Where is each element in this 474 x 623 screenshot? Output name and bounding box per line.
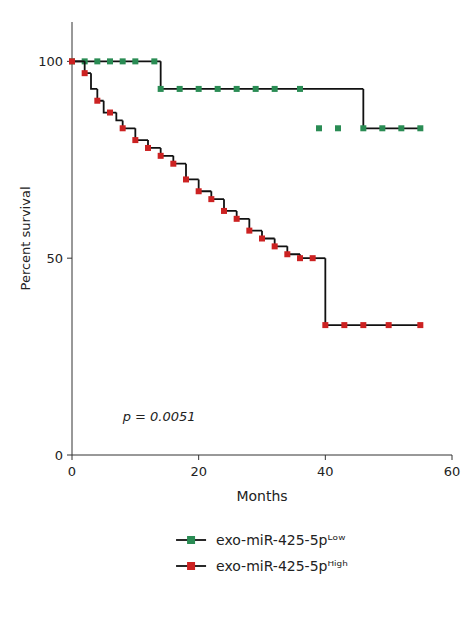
marker (379, 125, 385, 131)
x-tick (72, 455, 73, 460)
marker (386, 322, 392, 328)
marker (177, 86, 183, 92)
step-segment (116, 113, 122, 121)
step-segment (325, 258, 344, 325)
background (0, 0, 474, 623)
chart: 0 20 40 60 0 50 100 Months Percent survival p = 0… (0, 0, 474, 623)
x-tick-label: 20 (190, 464, 207, 479)
y-tick-label: 100 (38, 54, 63, 69)
marker (196, 188, 202, 194)
marker (215, 86, 221, 92)
marker (151, 58, 157, 64)
marker (82, 70, 88, 76)
marker (310, 255, 316, 261)
marker (253, 86, 259, 92)
step-segment (300, 88, 363, 90)
x-axis (72, 455, 452, 456)
marker (297, 255, 303, 261)
marker (170, 161, 176, 167)
marker (341, 322, 347, 328)
y-tick (67, 455, 72, 456)
y-axis (72, 22, 73, 455)
marker (335, 125, 341, 131)
marker (196, 86, 202, 92)
marker (158, 153, 164, 159)
legend: exo-miR-425-5pᴸᵒʷ exo-miR-425-5pᴴⁱᵍʰ (176, 532, 348, 574)
y-axis-label: Percent survival (18, 187, 33, 291)
marker (360, 322, 366, 328)
step-segment (91, 73, 97, 89)
marker (246, 228, 252, 234)
marker (417, 322, 423, 328)
marker (360, 125, 366, 131)
legend-marker (187, 536, 195, 544)
x-tick-label: 0 (68, 464, 76, 479)
step-segment (161, 61, 300, 89)
marker (158, 86, 164, 92)
marker (272, 86, 278, 92)
y-tick-label: 0 (55, 448, 63, 463)
plot-area (69, 58, 423, 328)
marker (297, 86, 303, 92)
x-axis-label: Months (236, 488, 287, 504)
marker (94, 98, 100, 104)
step-segment (363, 89, 420, 128)
marker (94, 58, 100, 64)
x-tick (452, 455, 453, 460)
marker (183, 176, 189, 182)
marker (272, 243, 278, 249)
marker (221, 208, 227, 214)
marker (234, 86, 240, 92)
marker (107, 58, 113, 64)
legend-label: exo-miR-425-5pᴸᵒʷ (216, 532, 345, 548)
marker (107, 110, 113, 116)
marker (284, 251, 290, 257)
marker (69, 58, 75, 64)
marker (132, 58, 138, 64)
marker (316, 125, 322, 131)
marker (234, 216, 240, 222)
x-tick-label: 60 (444, 464, 461, 479)
legend-label: exo-miR-425-5pᴴⁱᵍʰ (216, 558, 348, 574)
marker (259, 236, 265, 242)
legend-marker (187, 562, 195, 570)
marker (417, 125, 423, 131)
marker (322, 322, 328, 328)
x-tick (198, 455, 199, 460)
marker (69, 58, 75, 64)
annotation: p = 0.0051 (122, 409, 196, 424)
y-tick-label: 50 (46, 251, 63, 266)
marker (120, 125, 126, 131)
marker (398, 125, 404, 131)
x-tick (325, 455, 326, 460)
legend-item: exo-miR-425-5pᴴⁱᵍʰ (176, 558, 348, 574)
marker (145, 145, 151, 151)
legend-item: exo-miR-425-5pᴸᵒʷ (176, 532, 345, 548)
marker (120, 58, 126, 64)
x-tick-label: 40 (317, 464, 334, 479)
step-segment (344, 324, 420, 326)
y-tick (67, 258, 72, 259)
marker (208, 196, 214, 202)
marker (132, 137, 138, 143)
